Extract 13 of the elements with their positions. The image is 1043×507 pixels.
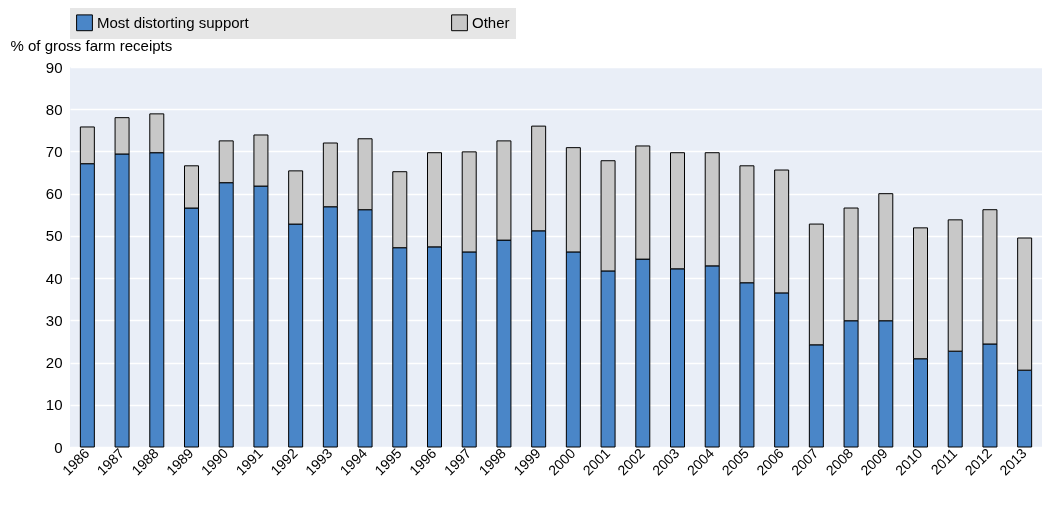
legend-label: Most distorting support (97, 13, 250, 31)
y-tick-label: 60 (45, 185, 63, 203)
legend-label: Other (472, 13, 510, 31)
y-tick-label: 50 (45, 227, 63, 245)
y-axis-title: % of gross farm receipts (10, 36, 173, 54)
y-tick-label: 10 (45, 396, 63, 414)
y-tick-label: 30 (45, 311, 63, 329)
y-tick-label: 0 (54, 438, 63, 456)
y-tick-label: 80 (45, 100, 63, 118)
y-tick-label: 20 (45, 354, 63, 372)
y-tick-label: 40 (45, 269, 63, 287)
y-tick-label: 90 (45, 58, 63, 76)
y-tick-label: 70 (45, 142, 63, 160)
